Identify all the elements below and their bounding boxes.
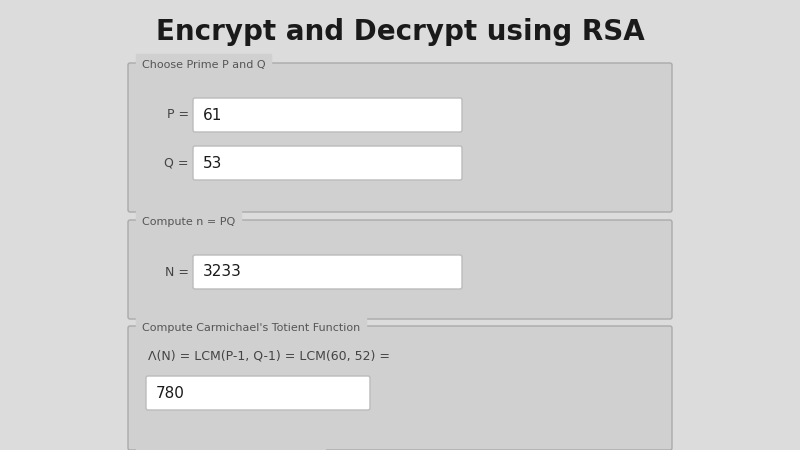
Text: 780: 780 <box>156 386 185 400</box>
Text: Encrypt and Decrypt using RSA: Encrypt and Decrypt using RSA <box>156 18 644 46</box>
FancyBboxPatch shape <box>193 255 462 289</box>
Text: Λ(N) = LCM(P-1, Q-1) = LCM(60, 52) =: Λ(N) = LCM(P-1, Q-1) = LCM(60, 52) = <box>148 350 390 363</box>
FancyBboxPatch shape <box>128 63 672 212</box>
Text: Q =: Q = <box>165 157 189 170</box>
FancyBboxPatch shape <box>193 146 462 180</box>
Text: P =: P = <box>167 108 189 122</box>
FancyBboxPatch shape <box>128 326 672 450</box>
FancyBboxPatch shape <box>128 220 672 319</box>
Text: 53: 53 <box>203 156 222 171</box>
Text: Choose Prime P and Q: Choose Prime P and Q <box>142 60 266 70</box>
Text: Compute n = PQ: Compute n = PQ <box>142 217 235 227</box>
FancyBboxPatch shape <box>146 376 370 410</box>
Text: N =: N = <box>165 266 189 279</box>
Text: Compute Carmichael's Totient Function: Compute Carmichael's Totient Function <box>142 323 360 333</box>
Text: 61: 61 <box>203 108 222 122</box>
Text: 3233: 3233 <box>203 265 242 279</box>
FancyBboxPatch shape <box>193 98 462 132</box>
